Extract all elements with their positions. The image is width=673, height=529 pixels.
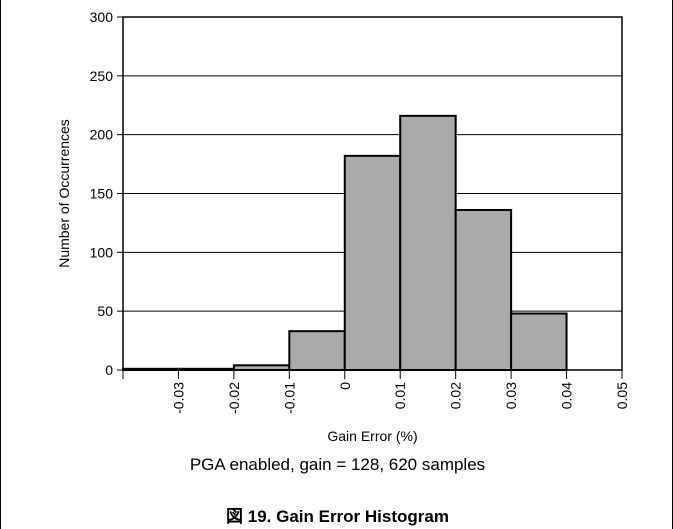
x-tick-label: 0.03 [503, 382, 519, 409]
y-tick-label: 0 [105, 362, 113, 378]
x-tick-label: 0.04 [559, 382, 575, 409]
chart-subtitle: PGA enabled, gain = 128, 620 samples [189, 455, 486, 474]
y-tick-label: 50 [97, 303, 113, 319]
histogram-bar [510, 312, 568, 371]
figure-caption: 図 19. Gain Error Histogram [226, 507, 449, 526]
y-axis-title: Number of Occurrences [56, 119, 72, 268]
x-axis-title: Gain Error (%) [327, 428, 417, 444]
y-axis-ticks: 0 50 100 150 200 250 300 [90, 9, 123, 378]
y-tick-label: 300 [90, 9, 114, 25]
x-axis-ticks: -0.03 -0.02 -0.01 0 0.01 0.02 0.03 0.04 0.05 [122, 370, 630, 414]
bars [122, 114, 568, 372]
x-tick-label: 0.02 [448, 382, 464, 409]
histogram-bar [399, 114, 457, 371]
x-tick-label: 0.05 [614, 382, 630, 409]
x-tick-label: -0.01 [281, 382, 297, 414]
x-tick-label: -0.03 [170, 382, 186, 414]
x-tick-label: -0.02 [226, 382, 242, 414]
x-tick-label: 0.01 [392, 382, 408, 409]
y-tick-label: 150 [90, 186, 114, 202]
y-tick-label: 250 [90, 68, 114, 84]
histogram-bar [343, 154, 402, 371]
histogram-bar [288, 330, 346, 372]
y-tick-label: 100 [90, 244, 114, 260]
y-tick-label: 200 [90, 127, 114, 143]
histogram-bar [454, 208, 513, 371]
x-tick-label: 0 [337, 382, 353, 390]
